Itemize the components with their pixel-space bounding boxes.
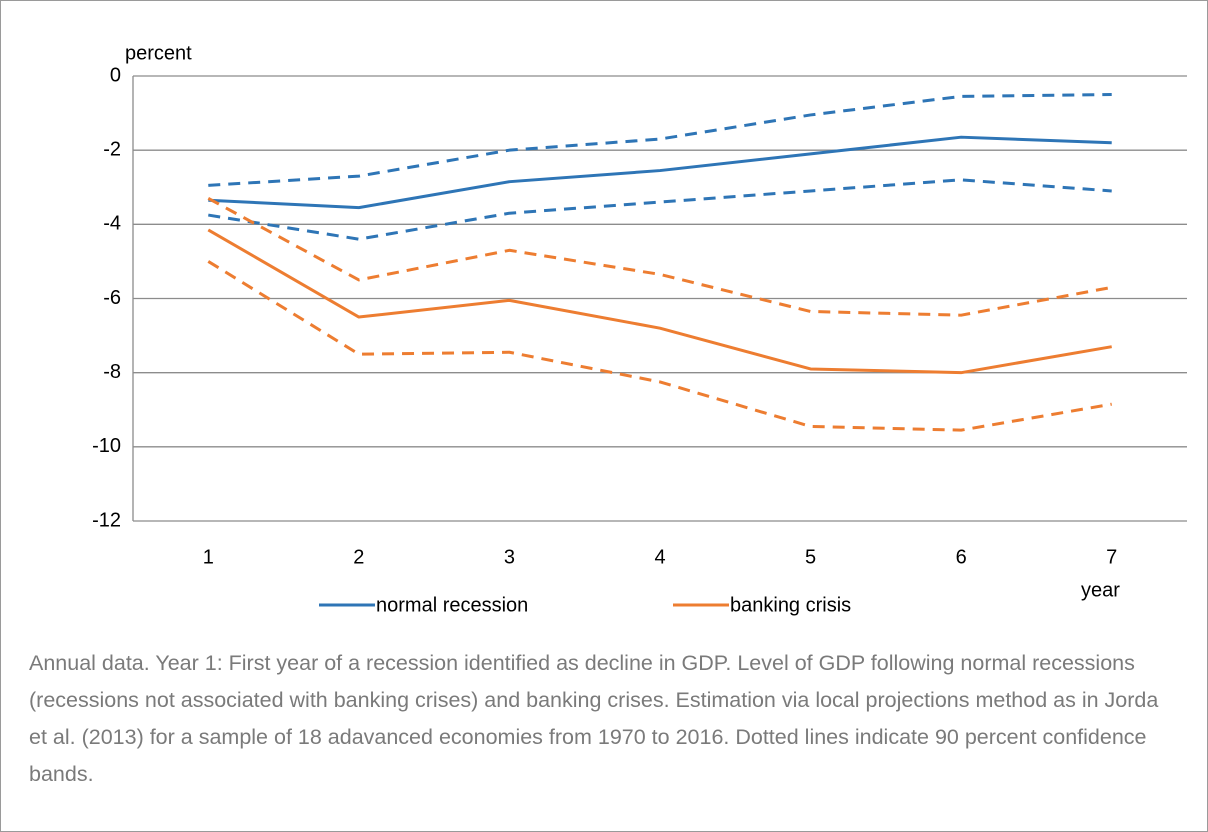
band-line [208,93,1112,187]
band-line [207,260,1112,432]
band-line [207,197,1112,317]
x-tick-label: 4 [654,546,665,568]
x-tick-label: 2 [353,546,364,568]
y-axis-label: percent [125,42,192,64]
y-tick-label: -6 [103,287,121,309]
x-tick-label: 5 [805,546,816,568]
series-line [207,228,1112,375]
series-line [208,135,1112,210]
y-tick-label: -2 [103,138,121,160]
band-line [208,178,1112,241]
chart: percent year 0 -2 -4 -6 -8 -10 -12 1 2 3 4 5 6 7 norma… [92,42,1187,616]
legend-label: normal recession [376,594,528,616]
y-tick-label: -10 [92,435,121,457]
y-tick-label: -4 [103,213,121,235]
caption: Annual data. Year 1: First year of a rec… [29,651,1159,786]
y-tick-label: 0 [110,64,121,86]
x-tick-label: 6 [956,546,967,568]
legend-label: banking crisis [730,594,851,616]
y-tick-label: -8 [103,361,121,383]
x-tick-label: 1 [203,546,214,568]
y-tick-label: -12 [92,509,121,531]
x-tick-label: 3 [504,546,515,568]
x-axis-label: year [1081,579,1120,601]
x-tick-label: 7 [1106,546,1117,568]
